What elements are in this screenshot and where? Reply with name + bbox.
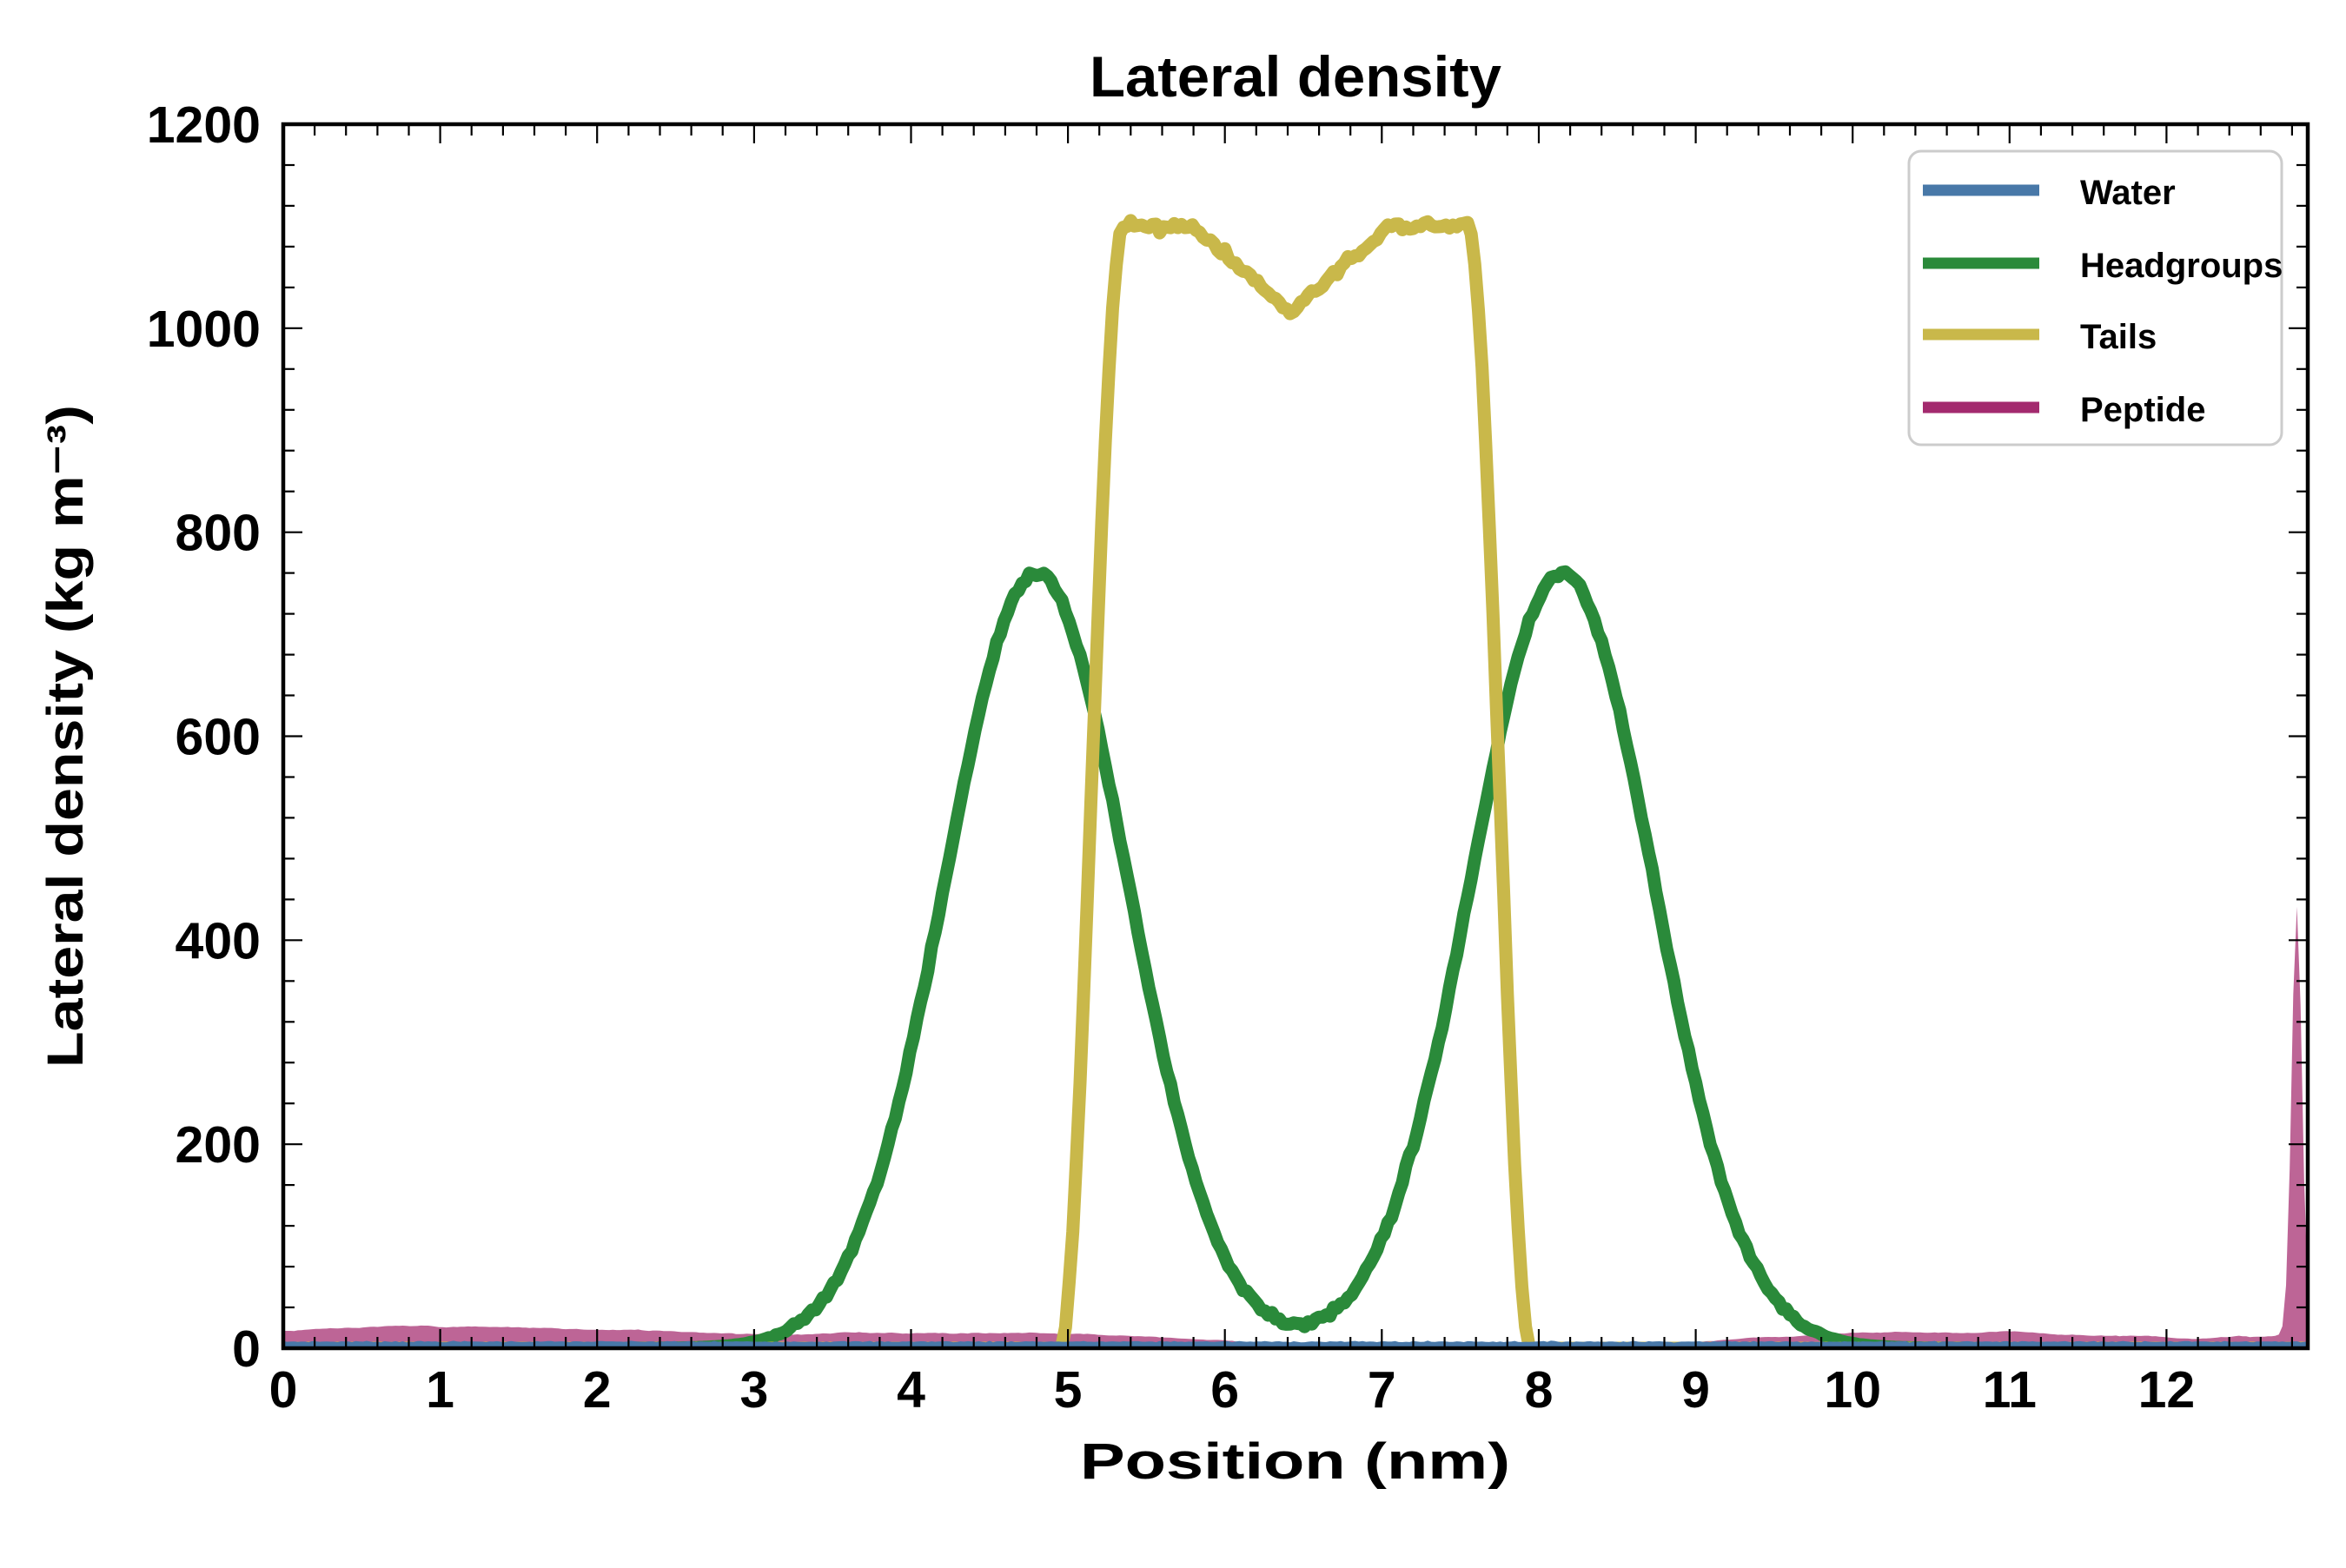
svg-text:5: 5 (1054, 1361, 1083, 1419)
svg-text:400: 400 (176, 912, 261, 969)
svg-text:Lateral density: Lateral density (1090, 44, 1501, 109)
svg-text:11: 11 (1983, 1361, 2037, 1419)
svg-text:7: 7 (1368, 1361, 1396, 1419)
svg-text:1200: 1200 (147, 96, 261, 154)
svg-text:8: 8 (1525, 1361, 1554, 1419)
svg-text:600: 600 (176, 709, 261, 766)
svg-text:0: 0 (269, 1361, 298, 1419)
svg-text:800: 800 (176, 505, 261, 562)
svg-text:Tails: Tails (2080, 318, 2157, 356)
svg-text:Position (nm): Position (nm) (1080, 1433, 1510, 1490)
svg-text:Peptide: Peptide (2080, 391, 2205, 429)
svg-text:Lateral density (kg m⁻³): Lateral density (kg m⁻³) (37, 405, 94, 1068)
svg-text:Headgroups: Headgroups (2080, 247, 2283, 285)
svg-text:12: 12 (2138, 1361, 2196, 1419)
svg-text:Water: Water (2080, 174, 2176, 212)
svg-text:3: 3 (739, 1361, 768, 1419)
svg-text:9: 9 (1681, 1361, 1710, 1419)
svg-text:6: 6 (1210, 1361, 1239, 1419)
svg-text:10: 10 (1824, 1361, 1881, 1419)
svg-text:2: 2 (583, 1361, 612, 1419)
svg-text:200: 200 (176, 1116, 261, 1174)
svg-text:0: 0 (232, 1320, 261, 1378)
svg-text:1000: 1000 (147, 301, 261, 358)
svg-text:4: 4 (897, 1361, 925, 1419)
svg-text:1: 1 (426, 1361, 454, 1419)
